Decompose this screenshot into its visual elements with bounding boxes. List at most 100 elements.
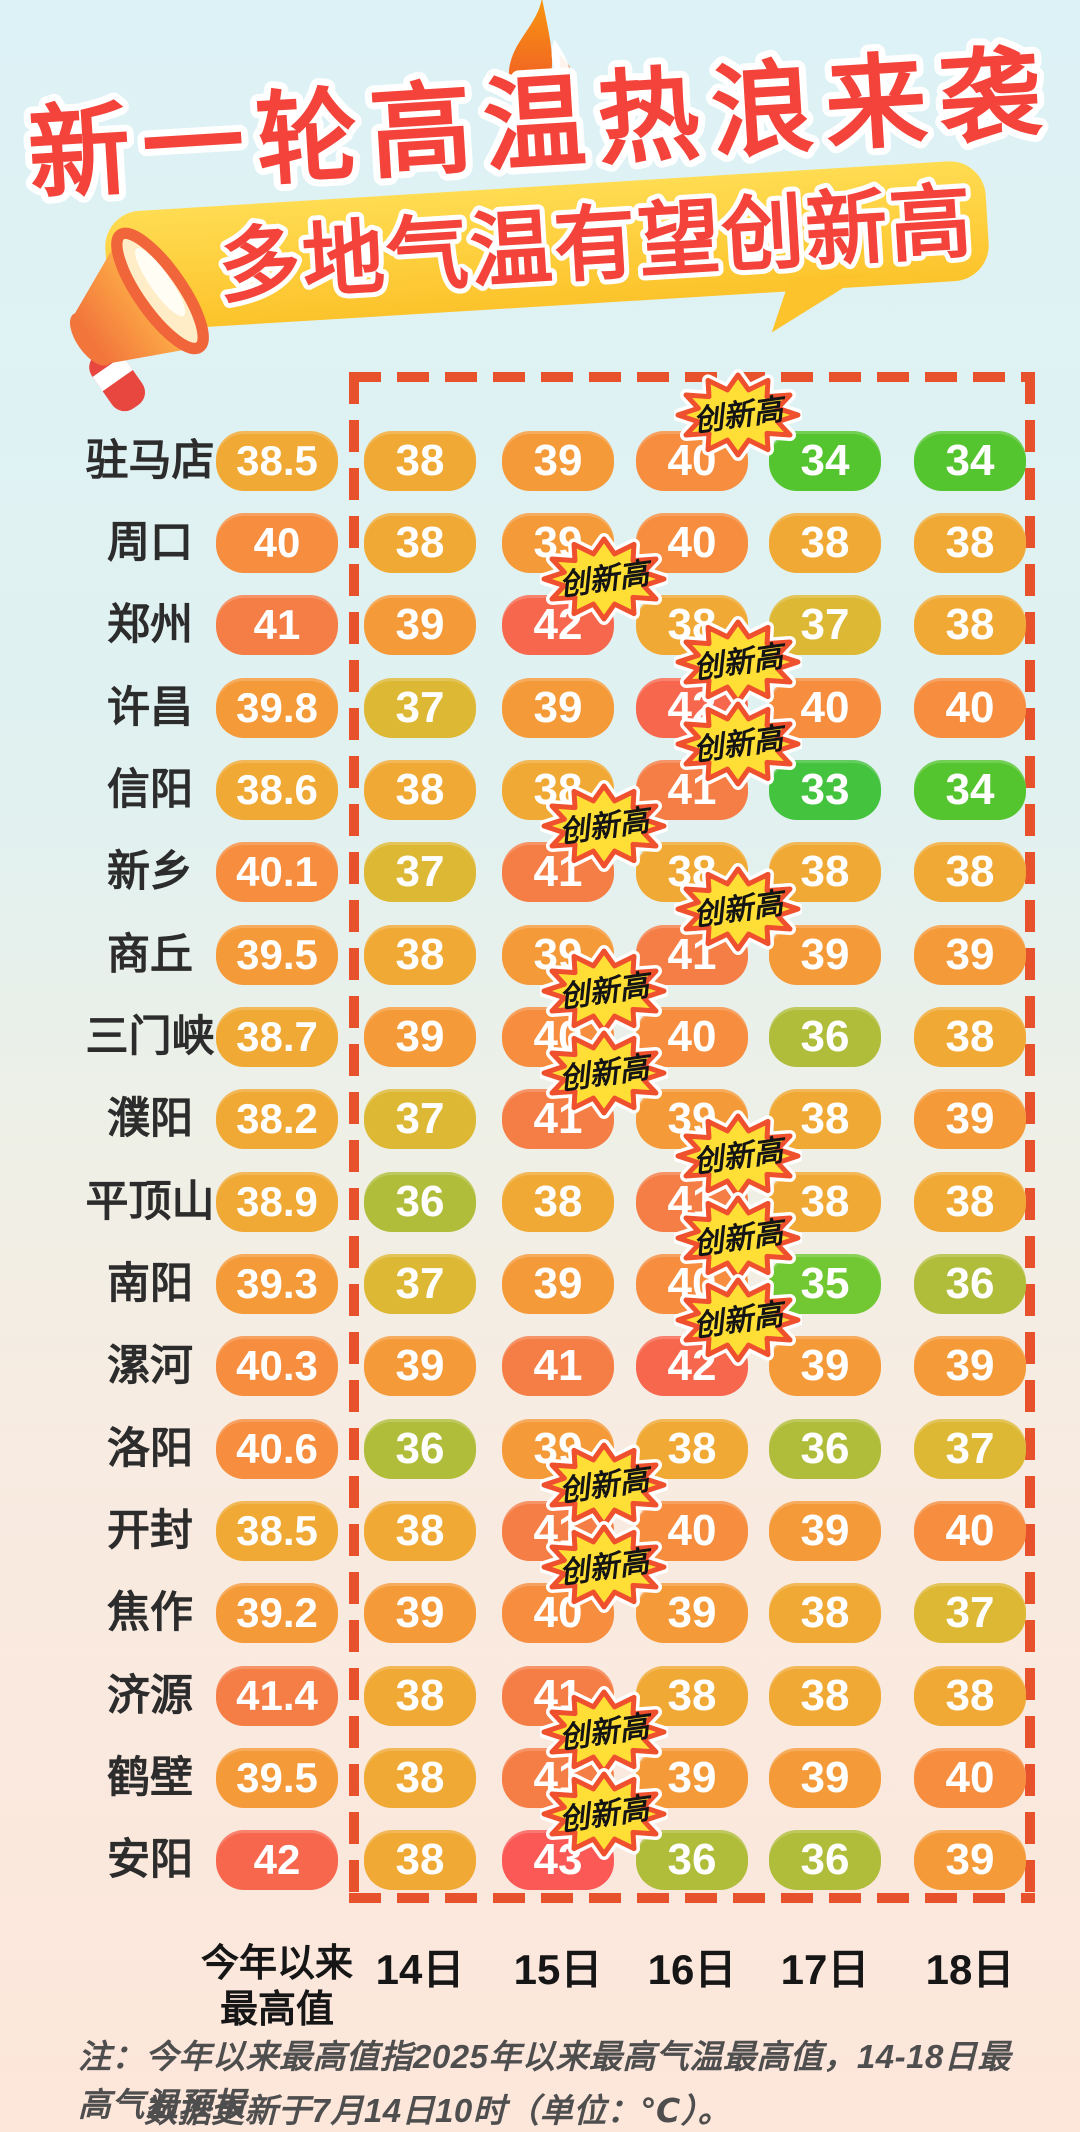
temp-pill: 38 (914, 595, 1026, 656)
temp-pill: 38.9 (216, 1171, 338, 1232)
temp-pill: 38 (914, 1171, 1026, 1232)
temp-pill: 36 (769, 1006, 881, 1067)
temp-pill: 38 (364, 1830, 476, 1891)
temp-pill: 39 (502, 1254, 614, 1314)
temp-pill: 38 (769, 1665, 881, 1726)
temp-pill: 40 (914, 677, 1026, 738)
temp-pill: 40 (914, 1501, 1026, 1561)
footnote-line2: 数据更新于7月14日10时（单位：℃）。 (144, 2092, 732, 2129)
temp-pill: 39 (914, 1336, 1026, 1397)
temp-pill: 39 (364, 1336, 476, 1397)
temp-pill: 38 (364, 759, 476, 820)
flame-icon (508, 0, 576, 121)
city-label: 南阳 (107, 1260, 193, 1308)
day-header: 15日 (513, 1946, 603, 1993)
temp-pill: 37 (364, 1254, 476, 1314)
temp-pill: 36 (364, 1418, 476, 1479)
temp-pill: 36 (769, 1830, 881, 1891)
city-label: 濮阳 (107, 1095, 193, 1144)
record-badge: 创新高 (540, 944, 668, 1037)
temp-pill: 35 (769, 1254, 881, 1314)
temp-pill: 37 (914, 1583, 1026, 1644)
temp-pill: 34 (914, 759, 1026, 820)
temp-pill: 40 (914, 1748, 1026, 1809)
temp-pill: 38 (364, 430, 476, 491)
temp-pill: 39 (914, 1089, 1026, 1150)
temp-pill: 38 (914, 1665, 1026, 1726)
city-label: 信阳 (107, 765, 193, 814)
temp-pill: 39 (502, 677, 614, 738)
day-header: 18日 (925, 1946, 1015, 1993)
city-label: 许昌 (107, 683, 193, 732)
city-label: 焦作 (107, 1589, 193, 1638)
temp-pill: 39.2 (216, 1583, 338, 1644)
temp-pill: 39 (364, 1006, 476, 1067)
temp-pill: 38 (769, 842, 881, 903)
temp-pill: 40.3 (216, 1336, 338, 1397)
temp-pill: 40 (216, 512, 338, 573)
temp-pill: 37 (364, 1089, 476, 1150)
record-badge: 创新高 (540, 1027, 668, 1120)
temp-pill: 39.5 (216, 1748, 338, 1809)
temp-pill: 39 (769, 1748, 881, 1809)
record-badge: 创新高 (674, 1109, 802, 1202)
temp-pill: 38 (364, 1748, 476, 1809)
temp-pill: 38 (364, 924, 476, 985)
city-label: 漯河 (107, 1342, 193, 1391)
temp-pill: 34 (914, 430, 1026, 491)
record-badge: 创新高 (540, 1521, 668, 1614)
temp-pill: 37 (914, 1418, 1026, 1479)
footnote-line1: 注：今年以来最高值指2025年以来最高气温最高值，14-18日最高气温预报 (78, 2038, 1011, 2123)
city-label: 驻马店 (85, 436, 215, 485)
temp-pill: 39 (636, 1583, 748, 1644)
temp-pill: 38.7 (216, 1006, 338, 1067)
temp-pill: 39.5 (216, 924, 338, 985)
temp-pill: 39 (364, 1583, 476, 1644)
city-label: 新乡 (107, 848, 193, 897)
temp-pill: 38.5 (216, 1501, 338, 1561)
temp-pill: 38.6 (216, 759, 338, 820)
dashed-border-top (349, 372, 1035, 382)
record-badge: 创新高 (674, 615, 802, 708)
corner-header-line1: 今年以来 (200, 1943, 353, 1985)
temp-pill: 39.8 (216, 677, 338, 738)
city-label: 商丘 (107, 930, 193, 979)
temp-pill: 41.4 (216, 1665, 338, 1726)
day-header: 16日 (647, 1946, 737, 1993)
temp-pill: 38 (769, 512, 881, 573)
temp-pill: 39 (769, 1501, 881, 1561)
city-label: 济源 (107, 1671, 193, 1720)
record-badge: 创新高 (540, 1439, 668, 1531)
temp-pill: 39 (502, 430, 614, 491)
temp-pill: 41 (216, 595, 338, 656)
dashed-border-bottom (349, 1893, 1035, 1903)
temp-pill: 36 (769, 1418, 881, 1479)
temp-pill: 36 (364, 1171, 476, 1232)
temp-pill: 38 (364, 512, 476, 573)
day-header: 17日 (780, 1946, 870, 1993)
record-badge: 创新高 (540, 1768, 668, 1861)
temp-pill: 39 (914, 924, 1026, 985)
temp-pill: 39 (769, 1336, 881, 1397)
record-badge: 创新高 (674, 1192, 802, 1284)
temp-pill: 38 (636, 1665, 748, 1726)
temp-pill: 39 (364, 595, 476, 656)
temp-pill: 38 (364, 1665, 476, 1726)
page-title: 新一轮高温热浪来袭 (6, 8, 1073, 222)
record-badge: 创新高 (540, 533, 668, 626)
city-label: 平顶山 (85, 1177, 215, 1226)
temp-pill: 38.2 (216, 1089, 338, 1150)
temp-pill: 38 (914, 512, 1026, 573)
city-label: 鹤壁 (107, 1754, 193, 1803)
temp-pill: 39 (914, 1830, 1026, 1891)
dashed-border-right (1025, 372, 1035, 1903)
city-label: 周口 (107, 518, 193, 567)
dashed-border-left (349, 372, 359, 1903)
temp-pill: 38 (914, 1006, 1026, 1067)
record-badge: 创新高 (674, 1274, 802, 1367)
record-badge: 创新高 (674, 697, 802, 790)
temp-pill: 40 (636, 1006, 748, 1067)
temp-pill: 39.3 (216, 1254, 338, 1314)
city-label: 洛阳 (107, 1424, 193, 1473)
